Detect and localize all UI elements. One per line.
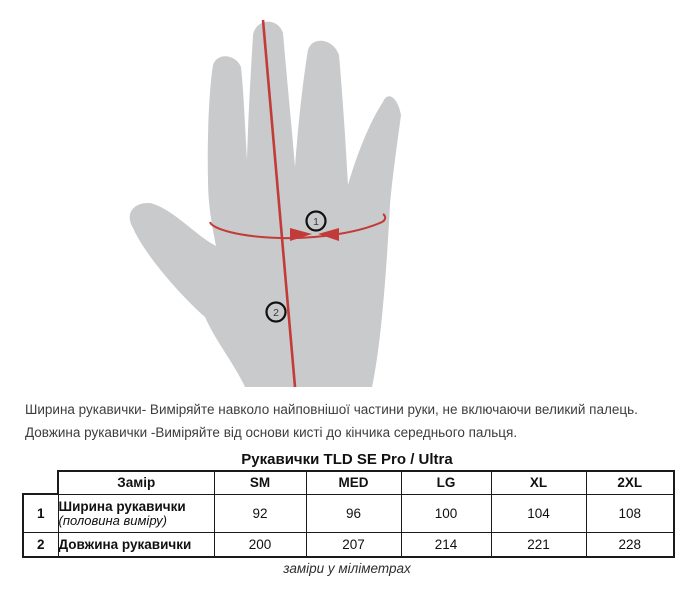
- table-corner-empty-cell: [23, 471, 58, 494]
- row-number-cell: 1: [22, 493, 59, 533]
- marker-1-label: 1: [313, 216, 319, 228]
- size-value-cell: 207: [305, 531, 402, 558]
- row-label-cell: Довжина рукавички: [57, 531, 215, 558]
- size-value-cell: 214: [400, 531, 492, 558]
- hand-silhouette: [129, 21, 401, 387]
- column-header-2xl: 2XL: [585, 470, 675, 495]
- table-row-length: 2 Довжина рукавички 200 207 214 221 228: [22, 531, 675, 558]
- row-label-sub: (половина виміру): [58, 512, 167, 528]
- size-value-cell: 96: [305, 493, 402, 533]
- column-header-med: MED: [305, 470, 402, 495]
- row-number-cell: 2: [22, 531, 59, 558]
- column-header-lg: LG: [400, 470, 492, 495]
- size-value-cell: 100: [400, 493, 492, 533]
- row-label-cell: Ширина рукавички (половина виміру): [57, 493, 215, 533]
- arrow-left-icon: [318, 228, 339, 241]
- arrow-right-icon: [290, 228, 312, 241]
- size-table-title: Рукавички TLD SE Pro / Ultra: [241, 451, 453, 468]
- column-header-xl: XL: [490, 470, 587, 495]
- units-footnote: заміри у міліметрах: [283, 561, 411, 576]
- marker-2-label: 2: [273, 307, 279, 319]
- size-value-cell: 221: [490, 531, 587, 558]
- size-table-header-row: Замір SM MED LG XL 2XL: [23, 470, 675, 495]
- size-value-cell: 92: [213, 493, 307, 533]
- size-value-cell: 108: [585, 493, 675, 533]
- width-instruction-text: Ширина рукавички- Виміряйте навколо найп…: [25, 402, 638, 417]
- measurement-instructions: Ширина рукавички- Виміряйте навколо найп…: [25, 398, 638, 444]
- marker-1-icon: [305, 210, 327, 232]
- hand-measurement-diagram: 1 2: [129, 19, 401, 388]
- column-header-measure: Замір: [57, 470, 215, 495]
- marker-2-icon: [265, 301, 287, 323]
- size-value-cell: 104: [490, 493, 587, 533]
- size-table: Замір SM MED LG XL 2XL 1 Ширина рукавичк…: [22, 470, 675, 558]
- column-header-sm: SM: [213, 470, 307, 495]
- length-instruction-text: Довжина рукавички -Виміряйте від основи …: [25, 425, 518, 440]
- row-label-main: Ширина рукавички: [58, 498, 186, 514]
- table-row-width: 1 Ширина рукавички (половина виміру) 92 …: [22, 493, 675, 533]
- row-label-main: Довжина рукавички: [58, 536, 192, 552]
- length-measure-line: [261, 19, 297, 388]
- size-value-cell: 200: [213, 531, 307, 558]
- size-value-cell: 228: [585, 531, 675, 558]
